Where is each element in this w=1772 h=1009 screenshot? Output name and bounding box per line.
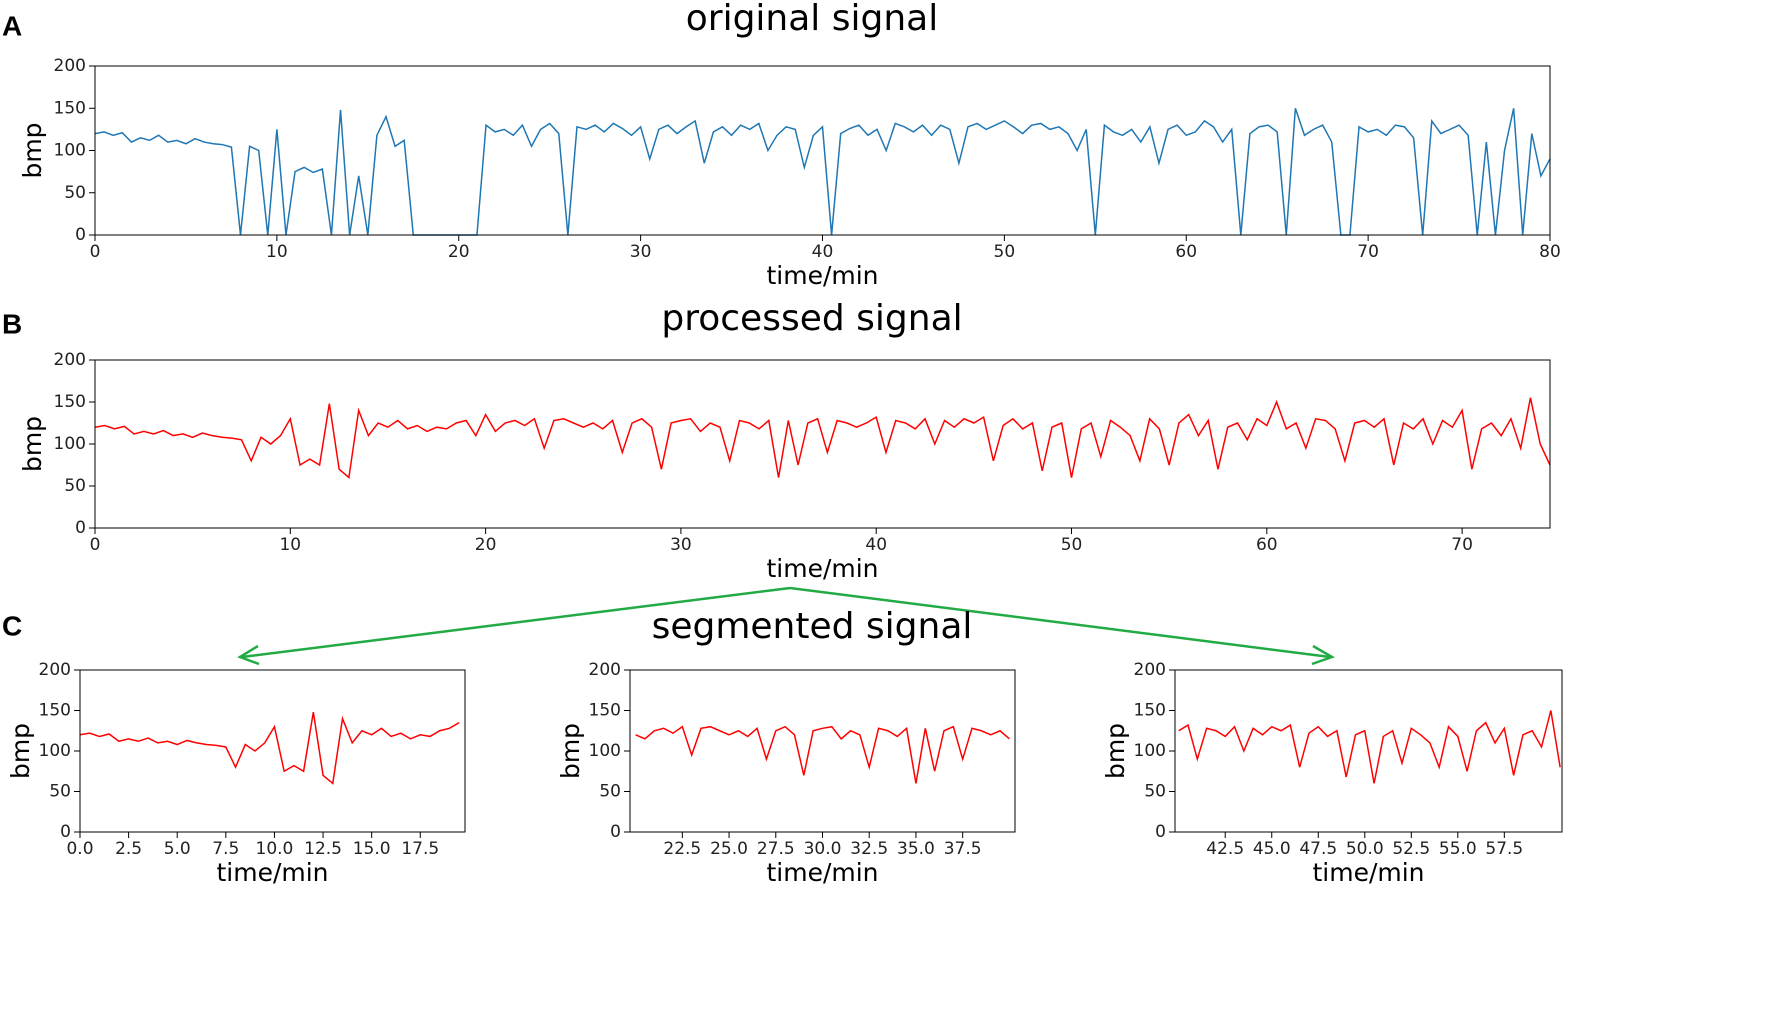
x-tick-label: 20 <box>448 242 470 262</box>
signal-line <box>635 725 1010 784</box>
x-axis-label: time/min <box>216 858 328 887</box>
x-tick-label: 30 <box>670 535 692 555</box>
y-tick-label: 100 <box>39 741 71 761</box>
plot-frame <box>629 669 1016 833</box>
y-tick-label: 150 <box>589 701 621 721</box>
x-tick-label: 50 <box>1061 535 1083 555</box>
x-tick-label: 20 <box>475 535 497 555</box>
y-tick-label: 150 <box>54 98 86 118</box>
x-tick-label: 15.0 <box>353 839 391 859</box>
x-tick-label: 25.0 <box>710 839 748 859</box>
chart-title: original signal <box>686 0 939 39</box>
x-tick-label: 47.5 <box>1299 839 1337 859</box>
y-tick-label: 50 <box>599 782 621 802</box>
y-tick-label: 200 <box>54 56 86 76</box>
x-tick-label: 0.0 <box>66 839 93 859</box>
y-tick-label: 0 <box>75 225 86 245</box>
x-tick-label: 22.5 <box>663 839 701 859</box>
x-tick-label: 50.0 <box>1346 839 1384 859</box>
arrows <box>237 586 1335 666</box>
y-tick-label: 150 <box>39 701 71 721</box>
y-tick-label: 200 <box>54 350 86 370</box>
y-tick-label: 0 <box>610 822 621 842</box>
x-tick-label: 10.0 <box>256 839 294 859</box>
plot-frame <box>94 65 1551 236</box>
y-tick-label: 100 <box>54 434 86 454</box>
chart-title: processed signal <box>661 298 962 339</box>
x-tick-label: 10 <box>279 535 301 555</box>
x-tick-label: 55.0 <box>1439 839 1477 859</box>
y-tick-label: 50 <box>64 183 86 203</box>
x-tick-label: 17.5 <box>401 839 439 859</box>
x-tick-label: 10 <box>266 242 288 262</box>
arrow <box>789 586 1331 659</box>
x-tick-label: 45.0 <box>1253 839 1291 859</box>
y-tick-label: 100 <box>1134 741 1166 761</box>
y-tick-label: 200 <box>1134 660 1166 680</box>
plot-frame <box>79 669 466 833</box>
x-tick-label: 42.5 <box>1206 839 1244 859</box>
y-tick-label: 150 <box>1134 701 1166 721</box>
x-tick-label: 70 <box>1451 535 1473 555</box>
panel-label: C <box>2 610 22 641</box>
x-axis-label: time/min <box>1312 858 1424 887</box>
x-tick-label: 5.0 <box>164 839 191 859</box>
x-tick-label: 80 <box>1539 242 1561 262</box>
x-tick-label: 35.0 <box>897 839 935 859</box>
x-tick-label: 50 <box>994 242 1016 262</box>
x-tick-label: 0 <box>90 242 101 262</box>
signal-line <box>79 711 460 785</box>
y-axis-label: bmp <box>556 723 585 779</box>
y-axis-label: bmp <box>1101 723 1130 779</box>
y-tick-label: 50 <box>49 782 71 802</box>
x-tick-label: 52.5 <box>1392 839 1430 859</box>
panel-label: A <box>2 10 22 41</box>
signal-line <box>94 108 1551 236</box>
y-axis-label: bmp <box>18 416 47 472</box>
x-tick-label: 32.5 <box>850 839 888 859</box>
plot-frame <box>94 359 1551 529</box>
x-tick-label: 12.5 <box>304 839 342 859</box>
y-tick-label: 0 <box>60 822 71 842</box>
plot-frame <box>1174 669 1563 833</box>
x-axis-label: time/min <box>766 554 878 583</box>
x-tick-label: 57.5 <box>1485 839 1523 859</box>
y-tick-label: 0 <box>1155 822 1166 842</box>
y-tick-label: 200 <box>39 660 71 680</box>
y-tick-label: 150 <box>54 392 86 412</box>
x-tick-label: 27.5 <box>757 839 795 859</box>
x-axis-label: time/min <box>766 858 878 887</box>
x-tick-label: 30 <box>630 242 652 262</box>
y-tick-label: 100 <box>54 141 86 161</box>
x-tick-label: 40 <box>865 535 887 555</box>
y-tick-label: 0 <box>75 518 86 538</box>
x-tick-label: 37.5 <box>944 839 982 859</box>
chart-title: segmented signal <box>652 606 973 647</box>
x-tick-label: 60 <box>1256 535 1278 555</box>
y-tick-label: 100 <box>589 741 621 761</box>
y-tick-label: 200 <box>589 660 621 680</box>
arrow <box>241 586 791 659</box>
x-axis-label: time/min <box>766 261 878 290</box>
panel-label: B <box>2 308 22 339</box>
x-tick-label: 70 <box>1357 242 1379 262</box>
y-tick-label: 50 <box>64 476 86 496</box>
signal-line <box>1178 710 1561 784</box>
x-tick-label: 30.0 <box>804 839 842 859</box>
x-tick-label: 60 <box>1175 242 1197 262</box>
y-tick-label: 50 <box>1144 782 1166 802</box>
signal-line <box>94 397 1551 480</box>
y-axis-label: bmp <box>6 723 35 779</box>
x-tick-label: 7.5 <box>212 839 239 859</box>
y-axis-label: bmp <box>18 122 47 178</box>
x-tick-label: 2.5 <box>115 839 142 859</box>
arrow-head <box>1311 644 1335 666</box>
x-tick-label: 40 <box>812 242 834 262</box>
x-tick-label: 0 <box>90 535 101 555</box>
arrow-head <box>237 644 260 666</box>
